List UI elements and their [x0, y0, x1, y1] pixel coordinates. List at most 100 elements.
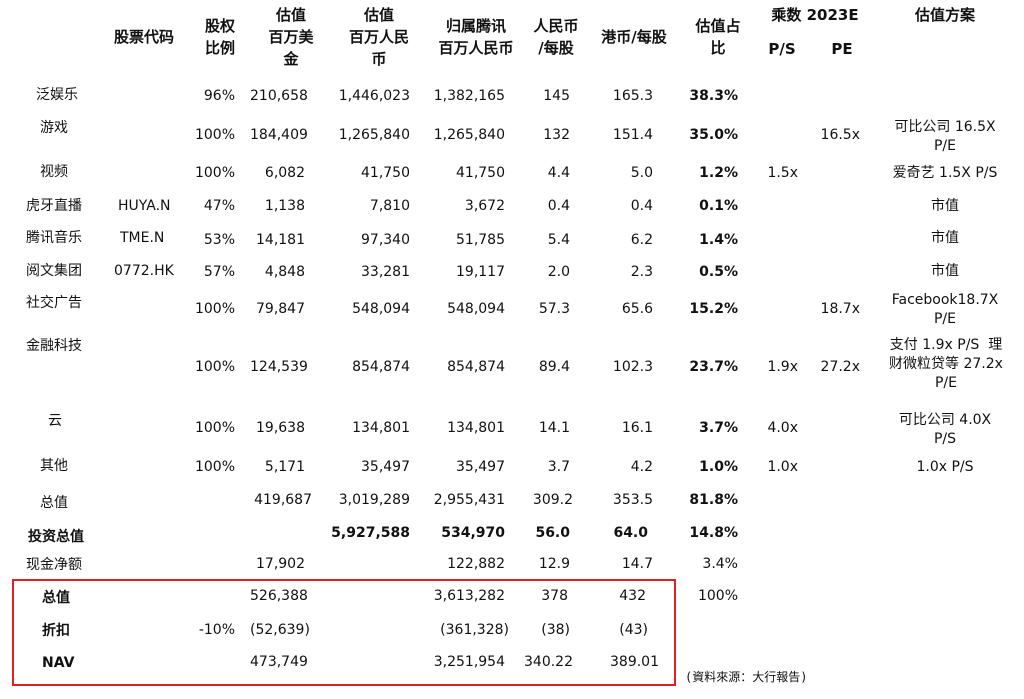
cell-stake: 100% [194, 301, 235, 317]
cell-hkd-ps: 389.01 [610, 654, 659, 670]
cell-rmb-ps: 145 [543, 88, 570, 104]
cell-stake: 100% [194, 359, 235, 375]
cell-rmb: 35,497 [361, 459, 410, 475]
cell-attrib: 548,094 [447, 301, 505, 317]
cell-rmb: 1,265,840 [338, 127, 410, 143]
cell-method: 支付 1.9x P/S 理 财微粒贷等 27.2x P/E [889, 337, 1003, 391]
cell-method: 市值 [931, 230, 959, 246]
cell-hkd-ps: 2.3 [630, 264, 653, 280]
cell-pe: 18.7x [820, 301, 860, 317]
header-val-rmb: 估值 百万人民 币 [348, 6, 409, 68]
cell-rmb-ps: 3.7 [547, 459, 570, 475]
cell-attrib: 1,382,165 [433, 88, 505, 104]
cell-weight: 3.7% [699, 420, 738, 436]
cell-ps: 1.9x [767, 359, 798, 375]
cell-usd: 526,388 [250, 588, 308, 604]
cell-rmb-ps: 56.0 [535, 525, 570, 541]
cell-stake: 100% [194, 165, 235, 181]
cell-rmb: 33,281 [361, 264, 410, 280]
cell-usd: 1,138 [264, 198, 305, 214]
cell-rmb: 7,810 [369, 198, 410, 214]
cell-rmb-ps: 2.0 [547, 264, 570, 280]
cell-weight: 0.5% [699, 264, 738, 280]
cell-attrib: 2,955,431 [433, 492, 505, 508]
cell-hkd-ps: 165.3 [612, 88, 653, 104]
cell-rmb-ps: (38) [541, 622, 570, 638]
cell-ps: 4.0x [767, 420, 798, 436]
cell-weight: 35.0% [689, 127, 738, 143]
cell-method: 爱奇艺 1.5X P/S [892, 165, 998, 181]
cell-ticker: HUYA.N [118, 198, 171, 214]
cell-hkd-ps: 151.4 [612, 127, 653, 143]
cell-usd: 6,082 [264, 165, 305, 181]
row-label: 折扣 [42, 623, 70, 639]
cell-method: 市值 [931, 263, 959, 279]
cell-rmb: 1,446,023 [338, 88, 410, 104]
cell-hkd-ps: 65.6 [621, 301, 653, 317]
cell-rmb: 134,801 [352, 420, 410, 436]
cell-stake: 100% [194, 420, 235, 436]
cell-ticker: TME.N [120, 230, 165, 246]
cell-hkd-ps: 16.1 [621, 420, 653, 436]
row-label: 虎牙直播 [26, 198, 82, 214]
row-label: 游戏 [40, 120, 68, 136]
cell-weight: 15.2% [689, 301, 738, 317]
cell-usd: 4,848 [264, 264, 305, 280]
cell-weight: 14.8% [689, 525, 738, 541]
cell-hkd-ps: 353.5 [612, 492, 653, 508]
cell-rmb: 548,094 [352, 301, 410, 317]
cell-rmb-ps: 57.3 [538, 301, 570, 317]
row-label: 现金净额 [26, 557, 82, 573]
row-label: 金融科技 [26, 338, 82, 354]
cell-stake: 100% [194, 459, 235, 475]
cell-hkd-ps: 14.7 [621, 556, 653, 572]
cell-attrib: 3,672 [464, 198, 505, 214]
row-label: 其他 [40, 458, 68, 474]
cell-rmb-ps: 309.2 [532, 492, 573, 508]
cell-method: 1.0x P/S [916, 459, 974, 475]
row-label: 腾讯音乐 [26, 230, 82, 246]
cell-weight: 100% [697, 588, 738, 604]
header-val-usd: 估值 百万美 金 [268, 6, 314, 68]
header-attrib-rmb: 归属腾讯 百万人民币 [438, 17, 514, 57]
cell-usd: 184,409 [250, 127, 308, 143]
cell-hkd-ps: 5.0 [630, 165, 653, 181]
cell-attrib: 3,251,954 [433, 654, 505, 670]
cell-hkd-ps: 0.4 [630, 198, 653, 214]
cell-rmb: 41,750 [361, 165, 410, 181]
cell-attrib: 19,117 [456, 264, 505, 280]
header-stake: 股权 比例 [204, 17, 235, 57]
cell-hkd-ps: 102.3 [612, 359, 653, 375]
row-label: 云 [48, 413, 62, 429]
row-label: 投资总值 [28, 529, 84, 545]
cell-weight: 3.4% [702, 556, 738, 572]
cell-pe: 27.2x [820, 359, 860, 375]
row-label: 总值 [42, 590, 70, 606]
header-hkd-per-share: 港币/每股 [601, 28, 667, 46]
cell-usd: 19,638 [256, 420, 305, 436]
cell-rmb-ps: 4.4 [547, 165, 570, 181]
cell-stake: -10% [198, 622, 235, 638]
cell-stake: 57% [203, 264, 235, 280]
cell-rmb: 854,874 [352, 359, 410, 375]
cell-ps: 1.0x [767, 459, 798, 475]
cell-stake: 100% [194, 127, 235, 143]
cell-attrib: 35,497 [456, 459, 505, 475]
row-label: 阅文集团 [26, 263, 82, 279]
cell-weight: 23.7% [689, 359, 738, 375]
header-weight: 估值占 比 [695, 17, 741, 57]
cell-pe: 16.5x [820, 127, 860, 143]
cell-attrib: 51,785 [456, 232, 505, 248]
cell-rmb: 5,927,588 [331, 525, 410, 541]
cell-attrib: 41,750 [456, 165, 505, 181]
cell-method: 市值 [931, 198, 959, 214]
cell-rmb-ps: 132 [543, 127, 570, 143]
cell-attrib: (361,328) [440, 622, 509, 638]
cell-usd: 473,749 [250, 654, 308, 670]
cell-rmb-ps: 340.22 [524, 654, 573, 670]
cell-usd: 14,181 [256, 232, 305, 248]
cell-stake: 96% [203, 88, 235, 104]
cell-weight: 0.1% [699, 198, 738, 214]
cell-hkd-ps: 432 [619, 588, 646, 604]
cell-rmb: 3,019,289 [338, 492, 410, 508]
